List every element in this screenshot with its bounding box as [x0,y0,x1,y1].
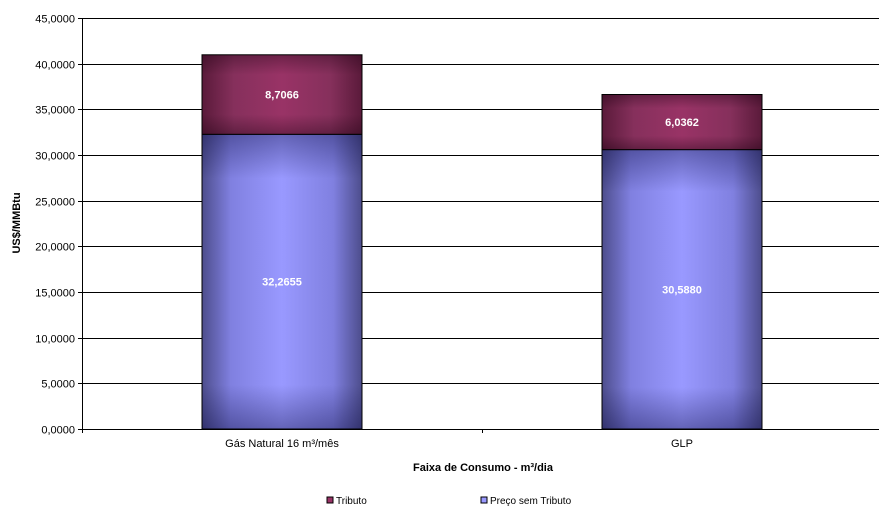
y-tick-label: 15,0000 [35,288,75,300]
data-label: 30,5880 [662,284,702,296]
data-label: 6,0362 [665,117,699,129]
y-tick-label: 25,0000 [35,197,75,209]
x-axis-title: Faixa de Consumo - m³/dia [413,462,554,474]
y-tick-labels: 0,0000 5,0000 10,0000 15,0000 20,0000 25,0000… [35,14,82,437]
y-tick-label: 0,0000 [41,425,75,437]
legend-item: Tributo [327,496,367,507]
y-tick-label: 10,0000 [35,334,75,346]
y-axis-title: US$/MMBtu [11,192,23,253]
y-tick-label: 20,0000 [35,242,75,254]
legend-label: Preço sem Tributo [490,496,572,507]
x-tick-label: GLP [671,438,693,450]
data-label: 32,2655 [262,277,302,289]
x-tick-label: Gás Natural 16 m³/mês [225,438,339,450]
y-tick-label: 45,0000 [35,14,75,26]
y-tick-label: 35,0000 [35,105,75,117]
y-tick-label: 30,0000 [35,151,75,163]
x-tick-labels: Gás Natural 16 m³/mês GLP [83,429,879,450]
bars [202,55,762,429]
y-tick-label: 40,0000 [35,60,75,72]
legend-swatch [327,497,333,503]
y-tick-label: 5,0000 [41,379,75,391]
legend: Tributo Preço sem Tributo [327,496,572,507]
legend-swatch [481,497,487,503]
legend-label: Tributo [336,496,367,507]
legend-item: Preço sem Tributo [481,496,572,507]
data-label: 8,7066 [265,90,299,102]
